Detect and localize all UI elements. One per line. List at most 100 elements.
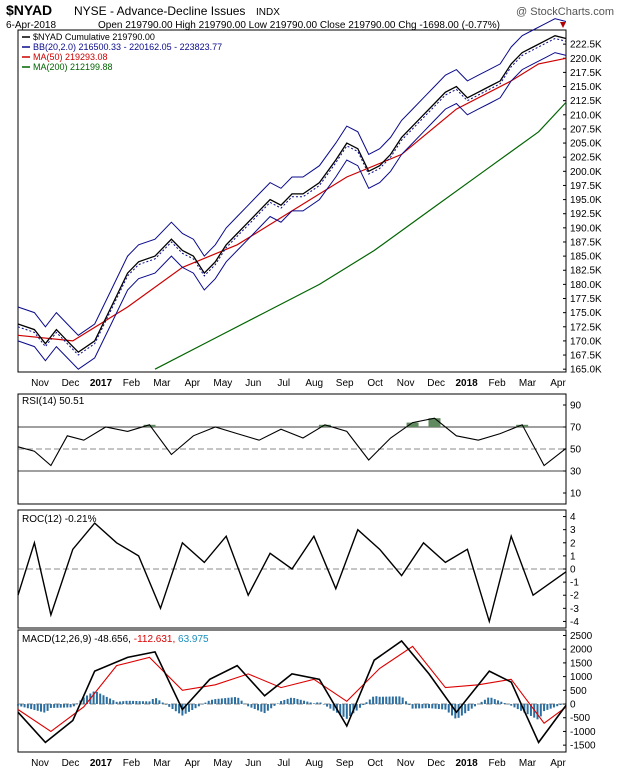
x-axis-label: Jul: [277, 758, 290, 769]
rsi-axis-tick-label: 90: [570, 401, 582, 412]
price-axis-tick-label: 222.5K: [570, 40, 602, 51]
ma50-line: [17, 57, 567, 342]
price-axis-tick-label: 215.0K: [570, 82, 602, 93]
macd-axis-tick-label: 2500: [570, 631, 593, 642]
price-axis-tick-label: 195.0K: [570, 195, 602, 206]
macd-histogram-bar: [431, 704, 434, 709]
stockcharts-watermark: @ StockCharts.com: [516, 6, 614, 18]
macd-histogram-bar: [480, 701, 483, 705]
macd-histogram-bar: [184, 704, 187, 714]
price-axis-tick-label: 177.5K: [570, 294, 602, 305]
macd-histogram-bar: [118, 701, 121, 705]
macd-histogram-bar: [141, 701, 144, 705]
macd-histogram-bar: [332, 704, 335, 711]
macd-histogram-bar: [99, 693, 102, 705]
macd-axis-tick-label: -1000: [570, 727, 596, 738]
macd-histogram-bar: [326, 704, 329, 707]
rsi-label: RSI(14) 50.51: [22, 396, 85, 407]
macd-histogram-bar: [132, 700, 135, 705]
x-axis-label: Dec: [62, 758, 80, 769]
macd-histogram-bar: [470, 704, 473, 709]
macd-histogram-bar: [53, 704, 56, 708]
macd-histogram-bar: [296, 698, 299, 705]
price-axis-tick-label: 192.5K: [570, 209, 602, 220]
macd-histogram-bar: [276, 703, 279, 705]
x-axis-label: Dec: [427, 758, 445, 769]
roc-axis-tick-label: -1: [570, 578, 579, 589]
x-axis-label: Nov: [31, 758, 49, 769]
macd-histogram-bar: [217, 698, 220, 705]
macd-histogram-bar: [536, 704, 539, 720]
price-axis-tick-label: 165.0K: [570, 365, 602, 376]
chart-index-tag: INDX: [256, 7, 280, 18]
macd-histogram-bar: [451, 704, 454, 716]
macd-histogram-bar: [247, 704, 250, 707]
macd-histogram-bar: [428, 704, 430, 709]
x-axis-label: Mar: [519, 378, 537, 389]
macd-histogram-bar: [349, 704, 352, 717]
x-axis-label: 2018: [455, 378, 478, 389]
x-axis-label: Aug: [305, 378, 323, 389]
chart-exchange-desc: NYSE - Advance-Decline Issues: [74, 4, 245, 18]
macd-histogram-bar: [447, 704, 450, 713]
macd-histogram-bar: [220, 698, 223, 705]
macd-histogram-bar: [408, 704, 411, 705]
x-axis-label: Jun: [245, 758, 261, 769]
macd-label: MACD(12,26,9) -48.656, -112.631, 63.975: [22, 634, 209, 645]
rsi-axis-tick-label: 50: [570, 445, 582, 456]
macd-histogram-bar: [520, 704, 523, 711]
macd-histogram-bar: [194, 704, 197, 709]
macd-histogram-bar: [102, 695, 105, 705]
macd-histogram-bar: [260, 704, 263, 712]
macd-histogram-bar: [105, 696, 108, 705]
price-axis-tick-label: 187.5K: [570, 237, 602, 248]
macd-histogram-bar: [66, 704, 69, 708]
macd-histogram-bar: [303, 700, 306, 705]
macd-histogram-bar: [372, 696, 375, 705]
macd-histogram-bar: [441, 704, 444, 710]
macd-histogram-bar: [191, 704, 194, 711]
macd-histogram-bar: [306, 701, 309, 705]
macd-histogram-bar: [312, 703, 315, 705]
macd-histogram-bar: [322, 704, 325, 705]
macd-histogram-bar: [497, 700, 500, 705]
macd-histogram-bar: [559, 704, 562, 706]
macd-histogram-bar: [135, 700, 138, 705]
macd-histogram-bar: [263, 704, 266, 714]
x-axis-label: 2017: [90, 758, 113, 769]
macd-histogram-bar: [30, 704, 33, 710]
macd-histogram-bar: [36, 704, 39, 711]
price-axis-tick-label: 182.5K: [570, 266, 602, 277]
x-axis-label: Sep: [336, 758, 354, 769]
macd-histogram-bar: [76, 703, 79, 705]
macd-histogram-bar: [26, 704, 29, 709]
macd-histogram-bar: [395, 696, 398, 705]
roc-axis-tick-label: -2: [570, 591, 579, 602]
macd-histogram-bar: [178, 704, 181, 714]
macd-histogram-bar: [503, 703, 506, 705]
macd-histogram-bar: [424, 704, 427, 709]
macd-histogram-bar: [86, 695, 89, 705]
macd-histogram-bar: [155, 698, 158, 705]
macd-histogram-bar: [56, 704, 59, 708]
macd-histogram-bar: [92, 691, 95, 705]
macd-histogram-bar: [329, 704, 332, 709]
macd-histogram-bar: [95, 691, 98, 705]
macd-histogram-bar: [243, 703, 246, 705]
macd-histogram-bar: [526, 704, 529, 715]
macd-histogram-bar: [138, 701, 141, 705]
price-axis-tick-label: 202.5K: [570, 153, 602, 164]
macd-histogram-bar: [398, 696, 401, 705]
price-axis-tick-label: 212.5K: [570, 96, 602, 107]
price-axis-tick-label: 180.0K: [570, 280, 602, 291]
macd-histogram-bar: [552, 704, 555, 708]
macd-histogram-bar: [224, 698, 227, 705]
macd-histogram-bar: [43, 704, 46, 713]
legend-entry: $NYAD Cumulative 219790.00: [33, 32, 155, 42]
macd-histogram-bar: [444, 704, 447, 710]
x-axis-label: Jul: [277, 378, 290, 389]
macd-line: [17, 639, 567, 744]
macd-histogram-bar: [457, 704, 460, 718]
macd-histogram-bar: [362, 704, 365, 706]
x-axis-label: Feb: [488, 758, 506, 769]
